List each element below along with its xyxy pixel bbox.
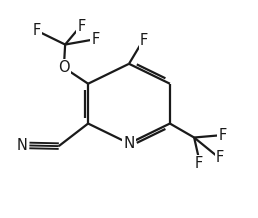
Text: F: F	[140, 33, 148, 48]
Text: F: F	[195, 156, 203, 171]
Text: N: N	[17, 138, 28, 153]
Text: O: O	[58, 60, 70, 75]
Text: F: F	[91, 32, 100, 47]
Text: F: F	[78, 19, 86, 34]
Text: F: F	[219, 128, 227, 143]
Text: F: F	[33, 24, 41, 39]
Text: F: F	[216, 150, 224, 165]
Text: N: N	[123, 136, 135, 151]
